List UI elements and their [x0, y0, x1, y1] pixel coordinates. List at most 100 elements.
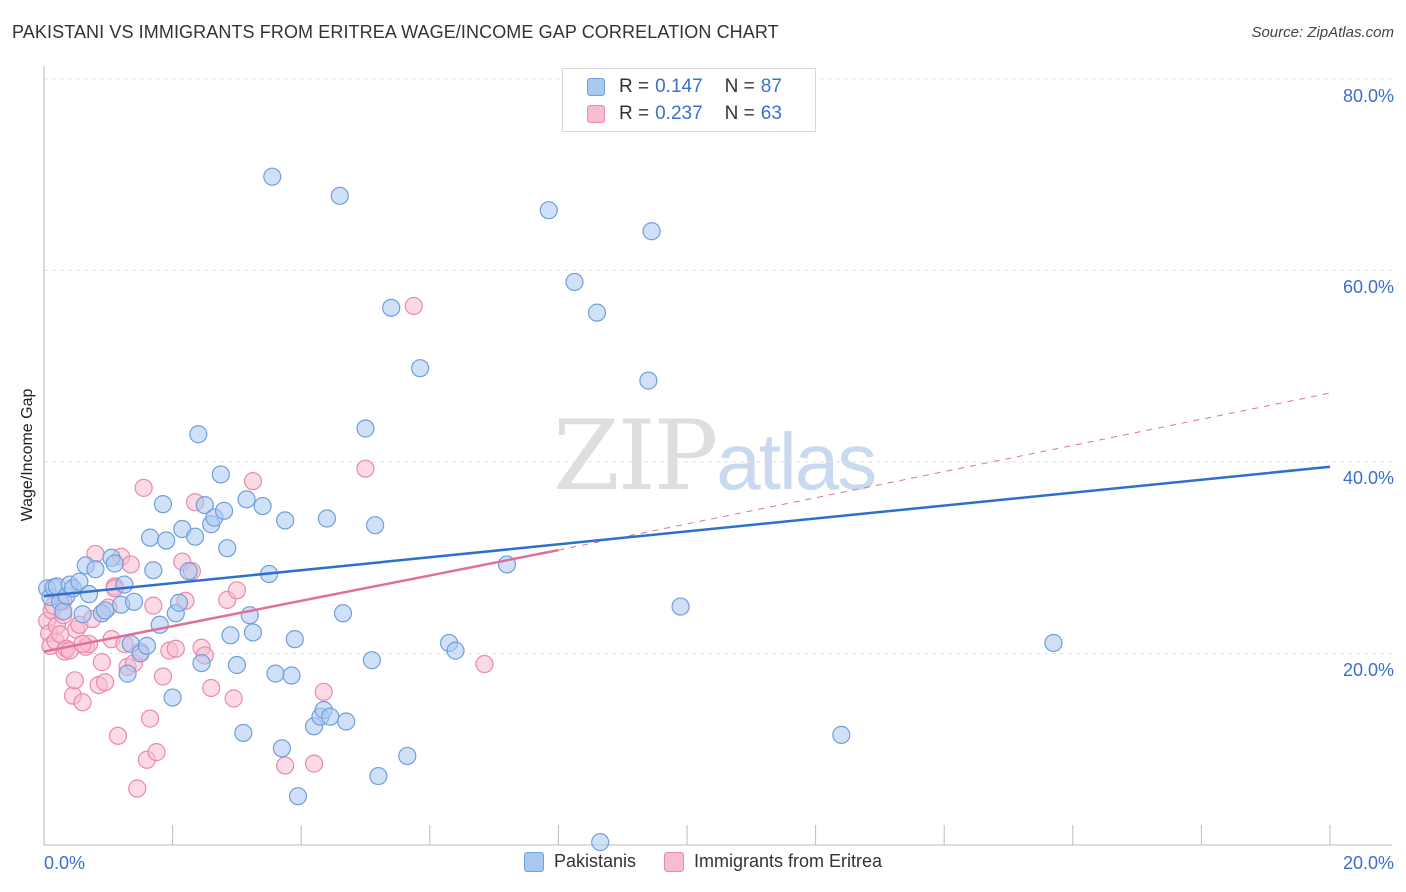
pakistani-point: [169, 593, 189, 612]
y-tick-label: 40.0%: [1342, 468, 1394, 488]
legend-r-label: R =: [619, 103, 650, 124]
pakistani-point: [639, 371, 658, 390]
eritrea-point: [108, 726, 128, 745]
legend-swatch-blue: [523, 851, 544, 872]
pakistani-point: [214, 501, 234, 520]
pakistani-point: [124, 592, 144, 611]
pakistani-point: [263, 167, 282, 186]
pakistani-point: [1044, 633, 1063, 653]
legend-n-label: N =: [724, 76, 755, 97]
eritrea-point: [147, 743, 166, 762]
pakistani-point: [79, 585, 99, 604]
pakistani-point: [362, 651, 382, 670]
y-tick-label: 60.0%: [1342, 277, 1394, 297]
pakistani-point: [237, 490, 256, 509]
pakistani-point: [118, 664, 137, 683]
eritrea-point: [202, 678, 221, 698]
pakistani-point: [356, 419, 375, 438]
eritrea-point: [243, 472, 263, 491]
legend-swatch-blue: [587, 78, 605, 96]
pakistani-point: [272, 739, 292, 758]
pakistani-point: [218, 539, 237, 558]
pakistani-point: [366, 516, 385, 535]
pakistani-point: [179, 562, 198, 581]
pakistani-point: [140, 528, 160, 547]
legend-r-value-pink: 0.237: [655, 103, 703, 124]
y-tick-label: 20.0%: [1342, 660, 1394, 680]
pakistani-point: [189, 425, 208, 444]
legend-n-value-pink: 63: [760, 103, 782, 124]
x-tick-label: 20.0%: [1342, 853, 1394, 873]
pakistani-point: [211, 465, 230, 484]
pakistani-point: [95, 601, 115, 620]
pakistani-point: [276, 511, 295, 530]
pakistani-point: [539, 201, 558, 220]
eritrea-point: [140, 709, 160, 728]
pakistani-point: [73, 605, 92, 624]
pakistani-point: [587, 303, 607, 322]
pakistani-point: [186, 527, 205, 546]
pakistani-point: [221, 626, 240, 645]
legend-item-eritrea: Immigrants from Eritrea: [664, 851, 882, 872]
legend-row-pakistanis: R = 0.147 N = 87: [587, 75, 782, 99]
eritrea-point: [166, 639, 185, 658]
pakistani-point: [288, 787, 308, 806]
correlation-legend: R = 0.147 N = 87 R = 0.237 N = 63: [562, 68, 816, 132]
pakistani-point: [195, 495, 214, 515]
eritrea-point: [73, 693, 92, 712]
pakistani-point: [321, 707, 340, 726]
source-label: Source: ZipAtlas.com: [1251, 24, 1394, 41]
eritrea-point: [65, 671, 84, 690]
pakistani-point: [192, 653, 211, 673]
eritrea-point: [95, 673, 115, 692]
legend-label-pakistanis: Pakistanis: [553, 851, 636, 871]
legend-n-value-blue: 87: [760, 76, 782, 97]
legend-item-pakistanis: Pakistanis: [523, 851, 636, 872]
pakistani-point: [832, 725, 851, 744]
eritrea-point: [356, 459, 375, 478]
eritrea-point: [144, 596, 163, 615]
pakistani-point: [163, 688, 182, 707]
pakistani-point: [565, 272, 584, 292]
legend-n-label: N =: [724, 103, 755, 124]
pakistani-trend-line: [43, 465, 1331, 598]
pakistani-point: [144, 561, 163, 580]
pakistani-point: [591, 833, 610, 852]
eritrea-trend-dashed: [558, 392, 1331, 551]
eritrea-point: [314, 682, 333, 701]
pakistani-point: [446, 641, 465, 660]
eritrea-point: [475, 654, 494, 674]
eritrea-point: [128, 779, 147, 798]
pakistani-point: [70, 572, 89, 591]
pakistani-point: [671, 597, 690, 616]
pakistani-point: [285, 630, 304, 649]
pakistani-point: [137, 636, 156, 655]
pakistani-point: [54, 602, 73, 621]
pakistani-point: [333, 604, 353, 623]
pakistani-point: [266, 664, 285, 683]
eritrea-point: [276, 756, 295, 775]
y-tick-label: 80.0%: [1342, 86, 1394, 106]
watermark-zip: ZIP: [553, 400, 718, 512]
eritrea-point: [153, 667, 173, 686]
chart-title: PAKISTANI VS IMMIGRANTS FROM ERITREA WAG…: [12, 22, 779, 42]
legend-r-value-blue: 0.147: [655, 76, 703, 97]
eritrea-point: [92, 653, 111, 672]
pakistani-point: [317, 509, 337, 528]
legend-row-eritrea: R = 0.237 N = 63: [587, 102, 782, 126]
eritrea-point: [227, 581, 246, 600]
legend-swatch-pink: [587, 105, 605, 123]
pakistani-point: [330, 186, 349, 205]
legend-r-label: R =: [619, 76, 650, 97]
watermark: ZIPatlas: [553, 400, 877, 512]
pakistani-point: [115, 575, 134, 594]
pakistani-point: [337, 712, 356, 731]
pakistani-point: [227, 655, 246, 675]
pakistani-point: [153, 495, 173, 514]
pakistani-point: [282, 666, 301, 685]
pakistani-point: [243, 623, 263, 642]
pakistani-point: [642, 222, 661, 241]
pakistani-point: [382, 298, 401, 317]
eritrea-point: [404, 296, 423, 316]
